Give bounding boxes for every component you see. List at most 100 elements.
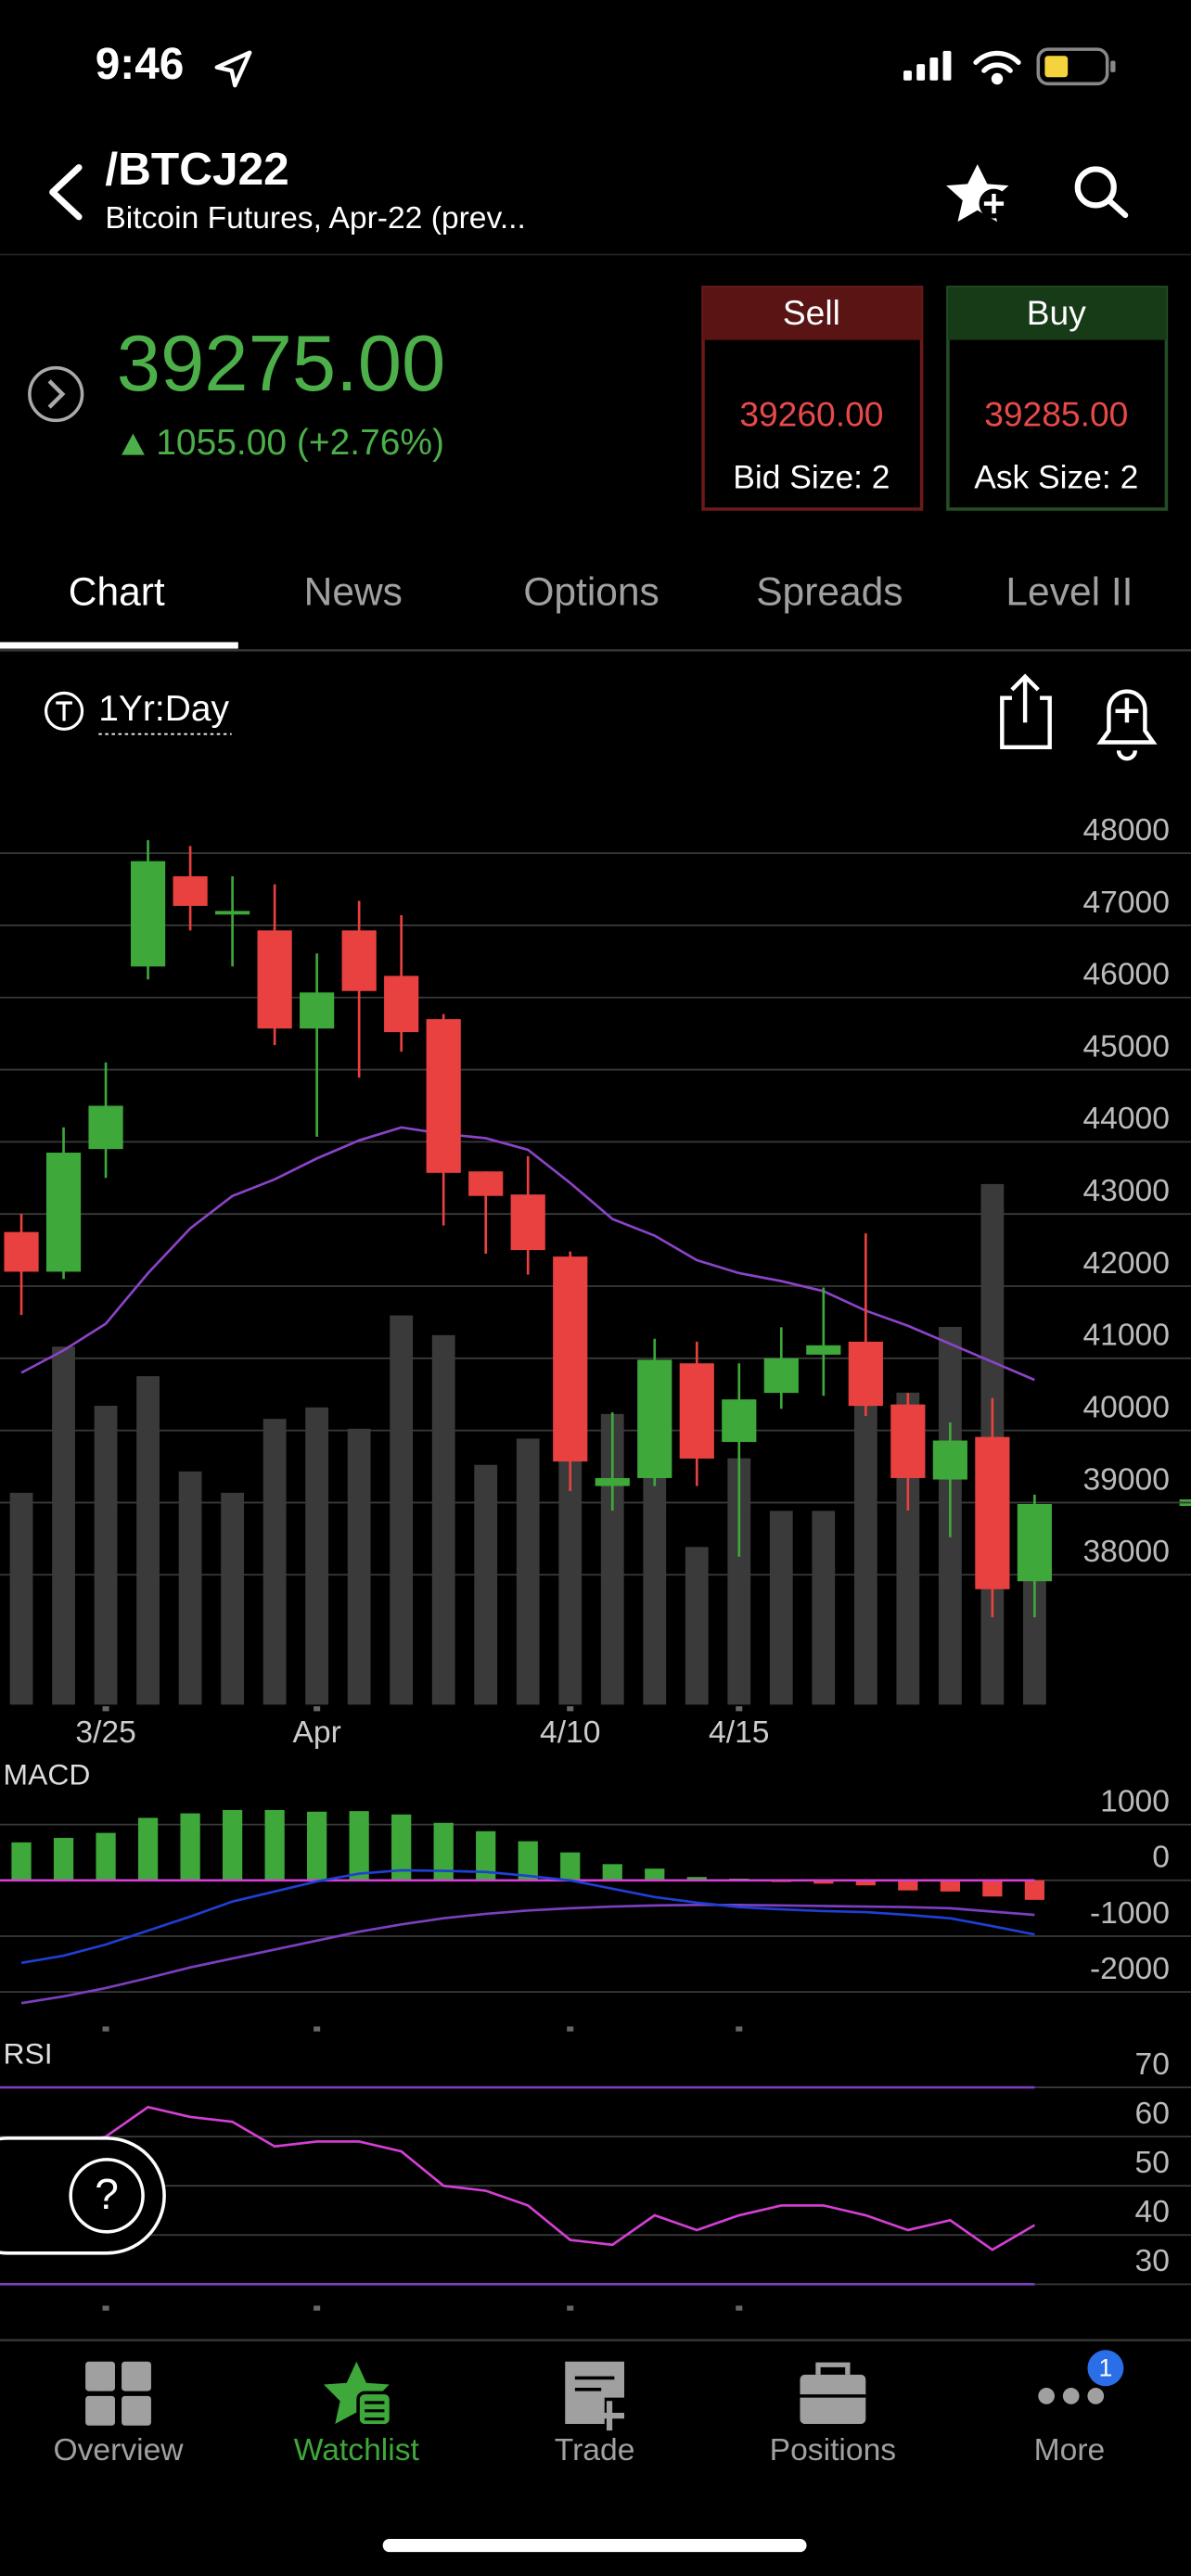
y-tick-label: 38000 — [1082, 1535, 1170, 1569]
x-tick-label: Apr — [292, 1715, 340, 1750]
candle-body — [130, 861, 166, 967]
y-tick-label: 42000 — [1082, 1246, 1170, 1281]
buy-button[interactable]: Buy 39285.00 Ask Size: 2 — [946, 286, 1169, 511]
candle-body — [468, 1171, 504, 1196]
candle-body — [806, 1345, 841, 1355]
bid-size: Bid Size: 2 — [733, 458, 890, 495]
tab[interactable]: News — [304, 570, 403, 614]
candle-body — [595, 1477, 630, 1486]
search-button[interactable] — [1074, 166, 1129, 219]
home-indicator — [382, 2538, 807, 2553]
histogram-bar — [476, 1830, 496, 1881]
period-selector[interactable]: 1Yr:Day — [45, 689, 232, 735]
candle-body — [341, 930, 377, 991]
battery-tip — [1110, 60, 1116, 72]
y-tick-label: 43000 — [1082, 1174, 1170, 1208]
candle-body — [88, 1105, 123, 1150]
tab[interactable]: Chart — [69, 570, 165, 614]
symbol: /BTCJ22 — [105, 143, 288, 195]
x-tick-mark — [102, 1706, 109, 1712]
sell-button[interactable]: Sell 39260.00 Bid Size: 2 — [701, 286, 924, 511]
share-button[interactable] — [1000, 673, 1052, 750]
candle-body — [384, 976, 419, 1033]
more-icon[interactable] — [1038, 2388, 1105, 2404]
y-tick-label: 0 — [1152, 1841, 1170, 1875]
badge-count: 1 — [1099, 2354, 1113, 2382]
histogram-bar — [645, 1868, 665, 1881]
nav-label[interactable]: Trade — [555, 2433, 635, 2468]
histogram-bar — [264, 1809, 285, 1881]
histogram-bar — [11, 1842, 32, 1881]
volume-bar — [52, 1346, 75, 1705]
candle-body — [4, 1231, 39, 1272]
volume-bar — [474, 1464, 498, 1705]
tab[interactable]: Spreads — [756, 570, 903, 614]
histogram-bar — [518, 1841, 538, 1881]
volume-bar — [9, 1492, 33, 1705]
tab-indicator — [0, 642, 238, 649]
y-tick-label: 48000 — [1082, 813, 1170, 848]
tab[interactable]: Level II — [1005, 570, 1133, 614]
volume-bar — [305, 1407, 329, 1705]
nav-label[interactable]: Overview — [53, 2433, 184, 2468]
signal-icon — [903, 50, 952, 81]
nav-label[interactable]: More — [1034, 2433, 1106, 2468]
bid-price: 39260.00 — [739, 395, 883, 434]
y-tick-label: 39000 — [1082, 1462, 1170, 1497]
candle-body — [975, 1436, 1010, 1589]
values-line — [20, 2105, 1036, 2251]
help-label: ? — [95, 2170, 119, 2218]
overview-icon[interactable] — [85, 2361, 151, 2426]
x-tick-label: 4/15 — [709, 1715, 769, 1750]
nav-label[interactable]: Positions — [770, 2433, 896, 2468]
volume-bar — [812, 1511, 836, 1705]
histogram-bar — [391, 1814, 412, 1881]
signal-line — [20, 1903, 1035, 2005]
x-tick-mark — [567, 2026, 574, 2032]
battery-level — [1044, 56, 1069, 78]
histogram-bar — [855, 1880, 876, 1886]
y-tick-label: 41000 — [1082, 1319, 1170, 1353]
y-tick-label: 50 — [1135, 2146, 1170, 2180]
candle-body — [763, 1358, 799, 1394]
x-tick-mark — [314, 2026, 321, 2032]
x-tick-label: 4/10 — [540, 1715, 600, 1750]
description: Bitcoin Futures, Apr-22 (prev... — [105, 201, 525, 236]
y-tick-label: 40 — [1135, 2195, 1170, 2229]
x-tick-mark — [102, 2026, 109, 2032]
nav-label[interactable]: Watchlist — [294, 2433, 420, 2468]
macd-line — [20, 1868, 1035, 1965]
x-tick-mark — [567, 1706, 574, 1712]
expand-button[interactable] — [28, 365, 84, 423]
volume-bar — [853, 1404, 877, 1705]
x-tick-mark — [736, 2026, 743, 2032]
buy-label: Buy — [1027, 293, 1086, 332]
watchlist-icon[interactable] — [323, 2361, 393, 2428]
y-tick-label: -2000 — [1090, 1952, 1170, 1986]
help-button[interactable]: ? — [0, 2136, 166, 2255]
y-tick-label: 1000 — [1100, 1784, 1170, 1818]
period: 1Yr:Day — [98, 689, 229, 729]
candle-body — [890, 1404, 926, 1478]
candle-body — [1017, 1503, 1052, 1582]
tab[interactable]: Options — [523, 570, 659, 614]
back-button[interactable] — [49, 164, 83, 221]
volume-bar — [221, 1492, 245, 1705]
last-price: 39275.00 — [117, 320, 446, 408]
watchlist-add-button[interactable] — [946, 164, 1009, 223]
candle-body — [679, 1363, 714, 1459]
x-tick-label: 3/25 — [75, 1715, 135, 1750]
alert-button[interactable] — [1096, 689, 1158, 761]
x-tick-mark — [314, 1706, 321, 1712]
volume-bar — [685, 1547, 709, 1705]
histogram-bar — [180, 1813, 200, 1881]
location-icon — [214, 50, 252, 88]
trade-icon[interactable] — [565, 2361, 624, 2431]
volume-bar — [347, 1428, 371, 1705]
volume-bar — [431, 1334, 455, 1705]
histogram-bar — [940, 1880, 960, 1892]
positions-icon[interactable] — [800, 2362, 866, 2425]
histogram-bar — [602, 1864, 622, 1881]
x-tick-mark — [567, 2305, 574, 2311]
wifi-icon — [973, 50, 1021, 85]
